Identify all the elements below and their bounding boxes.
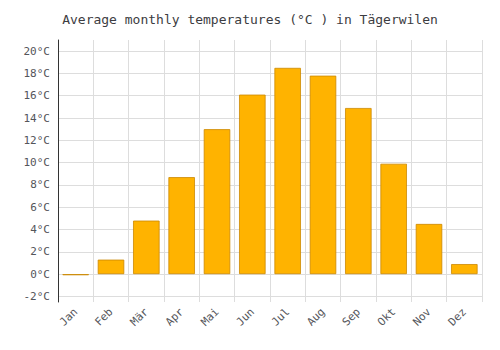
svg-text:-2°C: -2°C xyxy=(24,290,51,303)
svg-text:Sep: Sep xyxy=(340,305,363,328)
svg-text:18°C: 18°C xyxy=(24,67,51,80)
svg-text:6°C: 6°C xyxy=(30,201,50,214)
svg-text:Average monthly temperatures (: Average monthly temperatures (°C ) in Tä… xyxy=(62,12,438,27)
svg-text:Feb: Feb xyxy=(92,305,115,328)
svg-text:Jul: Jul xyxy=(269,305,292,328)
svg-text:0°C: 0°C xyxy=(30,268,50,281)
svg-text:8°C: 8°C xyxy=(30,178,50,191)
svg-text:2°C: 2°C xyxy=(30,245,50,258)
svg-text:Dez: Dez xyxy=(446,305,469,328)
svg-text:Okt: Okt xyxy=(375,305,398,328)
svg-text:14°C: 14°C xyxy=(24,112,51,125)
svg-text:Jun: Jun xyxy=(234,305,257,328)
svg-text:Mai: Mai xyxy=(198,305,221,328)
svg-text:10°C: 10°C xyxy=(24,156,51,169)
svg-text:20°C: 20°C xyxy=(24,45,51,58)
svg-text:Apr: Apr xyxy=(163,305,186,328)
svg-text:Nov: Nov xyxy=(410,305,433,328)
svg-text:4°C: 4°C xyxy=(30,223,50,236)
svg-text:Jan: Jan xyxy=(57,305,80,328)
svg-text:Aug: Aug xyxy=(304,305,327,328)
svg-text:12°C: 12°C xyxy=(24,134,51,147)
svg-text:Mär: Mär xyxy=(128,305,151,328)
svg-text:16°C: 16°C xyxy=(24,89,51,102)
